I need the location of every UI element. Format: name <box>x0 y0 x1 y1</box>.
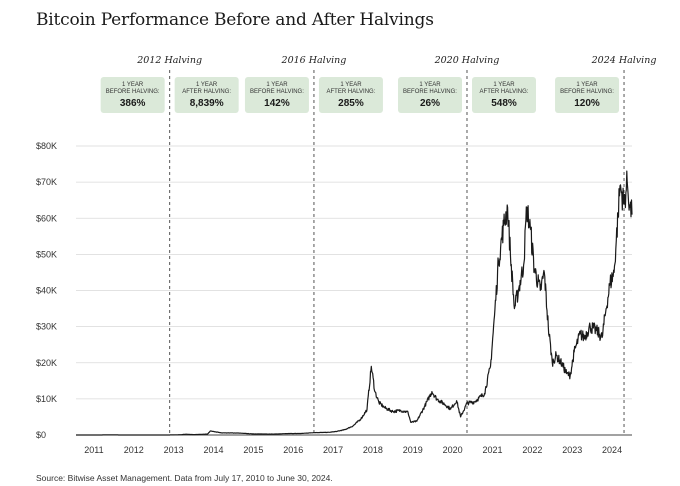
x-tick-label: 2024 <box>602 445 622 455</box>
box-heading-2: BEFORE HALVING: <box>250 89 304 95</box>
halving-label: 2024 Halving <box>591 55 657 66</box>
box-heading-2: BEFORE HALVING: <box>560 89 614 95</box>
y-tick-label: $10K <box>36 394 57 404</box>
box-heading-2: AFTER HALVING: <box>480 89 529 95</box>
box-heading: 1 YEAR <box>122 82 144 88</box>
box-value: 285% <box>338 98 364 109</box>
halving-label: 2012 Halving <box>136 55 202 66</box>
halving-label: 2020 Halving <box>434 55 500 66</box>
y-tick-label: $40K <box>36 286 57 296</box>
box-background <box>100 77 165 113</box>
x-tick-label: 2019 <box>403 445 423 455</box>
halving-label: 2016 Halving <box>281 55 347 66</box>
box-value: 386% <box>120 98 146 109</box>
x-tick-label: 2012 <box>124 445 144 455</box>
x-axis-ticks: 2011 2012 2013 2014 2015 2016 2017 2018 2019 2020… <box>84 445 622 455</box>
box-heading: 1 YEAR <box>340 82 362 88</box>
box-background <box>471 77 536 113</box>
box-heading: 1 YEAR <box>493 82 515 88</box>
x-tick-label: 2020 <box>443 445 463 455</box>
y-axis-ticks: $0 $10K $20K $30K $40K $50K $60K $70K $80K <box>36 141 57 440</box>
y-tick-label: $80K <box>36 141 57 151</box>
x-tick-label: 2018 <box>363 445 383 455</box>
y-tick-label: $70K <box>36 177 57 187</box>
x-tick-label: 2013 <box>164 445 184 455</box>
y-tick-label: $60K <box>36 213 57 223</box>
x-tick-label: 2015 <box>243 445 263 455</box>
y-tick-label: $20K <box>36 358 57 368</box>
box-value: 26% <box>420 98 440 109</box>
x-tick-label: 2021 <box>482 445 502 455</box>
x-tick-label: 2014 <box>203 445 223 455</box>
source-note: Source: Bitwise Asset Management. Data f… <box>36 473 333 483</box>
box-background <box>318 77 383 113</box>
x-tick-label: 2023 <box>562 445 582 455</box>
chart-title: Bitcoin Performance Before and After Hal… <box>36 10 434 30</box>
box-value: 548% <box>491 98 517 109</box>
y-tick-label: $0 <box>36 430 46 440</box>
gridlines <box>76 145 632 436</box>
box-value: 142% <box>264 98 290 109</box>
box-value: 120% <box>574 98 600 109</box>
box-heading-2: AFTER HALVING: <box>326 89 375 95</box>
box-heading-2: AFTER HALVING: <box>182 89 231 95</box>
box-background <box>244 77 309 113</box>
y-tick-label: $30K <box>36 322 57 332</box>
box-value: 8,839% <box>190 98 224 109</box>
x-tick-label: 2016 <box>283 445 303 455</box>
box-heading: 1 YEAR <box>576 82 598 88</box>
box-heading-2: BEFORE HALVING: <box>403 89 457 95</box>
x-tick-label: 2022 <box>522 445 542 455</box>
box-background <box>174 77 239 113</box>
box-heading: 1 YEAR <box>266 82 288 88</box>
y-tick-label: $50K <box>36 249 57 259</box>
x-tick-label: 2011 <box>84 445 103 455</box>
price-series-line <box>75 170 633 436</box>
box-heading: 1 YEAR <box>196 82 218 88</box>
box-background <box>555 77 620 113</box>
x-tick-label: 2017 <box>323 445 343 455</box>
box-heading: 1 YEAR <box>419 82 441 88</box>
box-heading-2: BEFORE HALVING: <box>106 89 160 95</box>
box-background <box>397 77 462 113</box>
